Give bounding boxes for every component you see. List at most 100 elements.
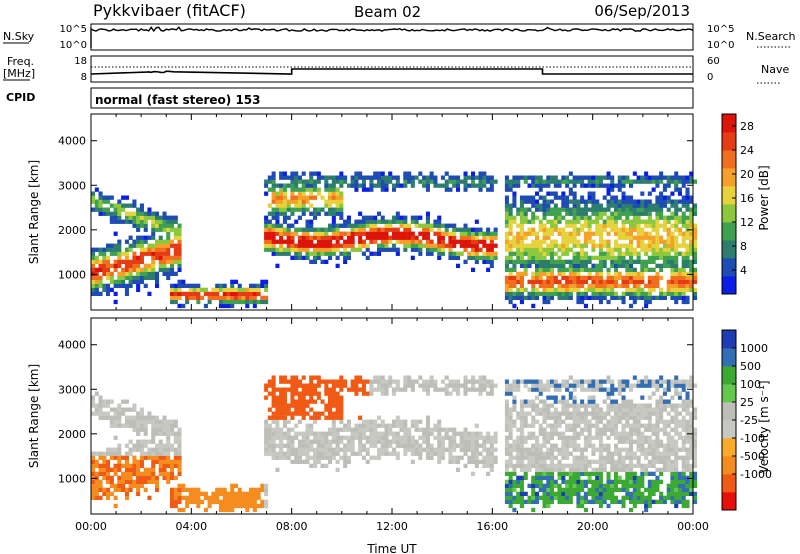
power-cell [301,171,306,176]
velocity-cell [162,475,167,481]
velocity-cell [568,423,573,428]
velocity-cell [369,427,374,432]
power-cell [117,279,122,285]
velocity-cell [531,415,536,420]
power-cell [655,199,660,204]
power-cell [245,287,250,293]
velocity-cell [264,439,269,444]
power-colorbar-segment-1 [722,258,736,277]
power-cell [407,179,412,184]
power-cell [286,215,291,220]
power-cell [489,251,494,256]
power-cell [659,247,664,252]
power-cell [361,239,366,244]
power-cell [147,251,152,256]
velocity-cell [309,379,314,384]
power-cell [211,295,216,301]
velocity-cell [456,387,461,392]
power-cell [350,239,355,244]
velocity-cell [155,431,160,436]
velocity-cell [568,375,573,380]
power-cell [531,239,536,244]
power-cell [177,247,182,252]
power-cell [617,275,622,281]
velocity-cell [403,423,408,428]
power-cell [373,171,378,176]
velocity-cell [91,467,96,473]
power-cell [98,207,103,212]
power-cell [151,231,156,236]
power-cell [681,235,686,240]
power-cell [674,179,679,184]
velocity-cell [610,499,615,505]
power-cell [531,203,536,208]
power-cell [504,183,509,188]
velocity-cell [252,507,257,513]
power-ytick-label-3: 4000 [58,135,86,148]
power-cell [681,179,686,184]
velocity-cell [576,447,581,452]
velocity-cell [489,443,494,448]
power-cell [369,231,374,236]
power-cell [301,247,306,252]
power-cell [546,211,551,216]
power-cell [685,195,690,200]
power-cell [305,239,310,244]
velocity-cell [139,479,144,485]
velocity-cell [666,435,671,440]
velocity-cell [561,411,566,416]
power-cell [670,259,675,265]
velocity-cell [504,447,509,452]
velocity-cell [452,459,457,465]
velocity-cell [121,475,126,481]
power-cell [313,207,318,212]
power-cell [542,263,547,269]
velocity-cell [681,491,686,497]
power-cell [328,199,333,204]
power-cell [614,295,619,301]
velocity-cell [580,447,585,452]
velocity-cell [301,407,306,412]
velocity-cell [568,395,573,400]
velocity-cell [139,419,144,424]
power-cell [651,203,656,208]
velocity-cell [538,407,543,412]
power-cell [685,215,690,220]
velocity-cell [128,463,133,469]
power-cell [275,247,280,252]
velocity-cell [523,499,528,505]
power-cell [113,211,118,216]
velocity-cell [305,439,310,444]
power-cell [358,175,363,180]
velocity-cell [595,379,600,384]
velocity-cell [260,487,265,493]
power-cell [542,299,547,305]
power-cell [598,259,603,265]
velocity-cell [313,399,318,404]
power-cell [677,275,682,281]
velocity-cell [553,467,558,473]
velocity-cell [339,419,344,424]
power-cell [693,291,698,297]
velocity-cell [482,463,487,469]
velocity-cell [392,431,397,436]
velocity-cell [670,395,675,400]
velocity-cell [271,427,276,432]
power-cell [595,267,600,273]
velocity-cell [482,387,487,392]
power-cell [629,303,634,309]
power-cell [561,207,566,212]
power-cell [275,239,280,244]
power-colorbar-segment-3 [722,222,736,241]
velocity-cell [162,419,167,424]
power-cell [422,179,427,184]
power-cell [666,215,671,220]
power-cell [561,203,566,208]
velocity-cell [403,439,408,444]
power-cell [617,175,622,180]
velocity-cell [94,451,99,456]
power-cell [124,247,129,252]
velocity-cell [335,435,340,440]
power-cell [486,235,491,240]
